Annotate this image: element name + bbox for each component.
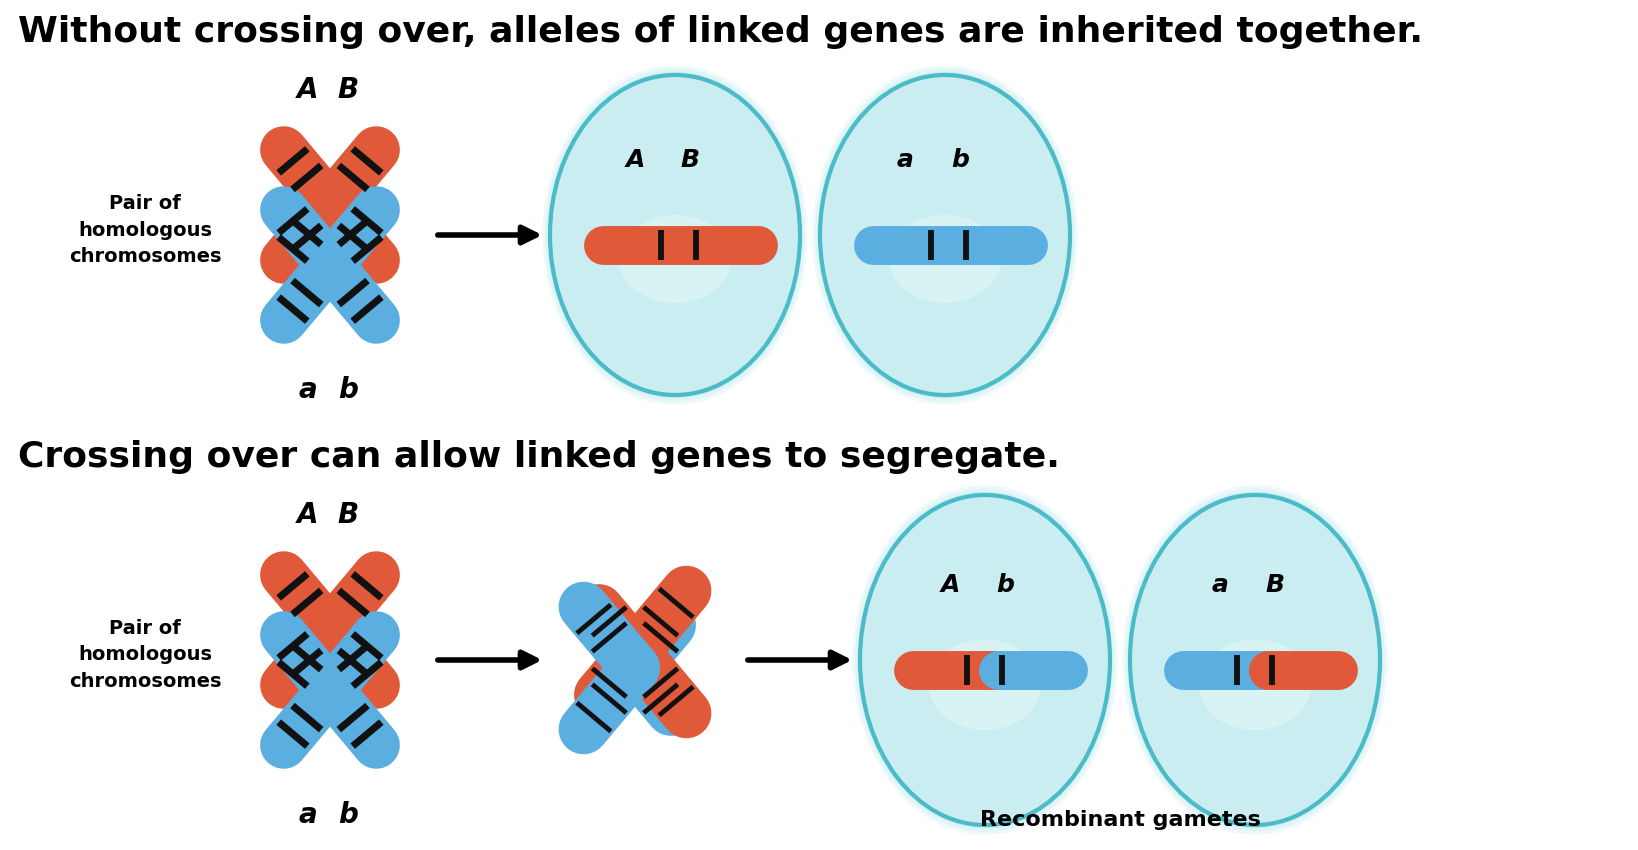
Ellipse shape xyxy=(542,65,808,405)
Ellipse shape xyxy=(929,639,1042,730)
Ellipse shape xyxy=(1127,491,1382,828)
Ellipse shape xyxy=(547,71,803,398)
Text: Pair of
homologous
chromosomes: Pair of homologous chromosomes xyxy=(69,619,221,691)
Text: B: B xyxy=(680,148,699,172)
Text: b: b xyxy=(996,573,1014,597)
Text: b: b xyxy=(952,148,970,172)
Text: b: b xyxy=(337,801,359,829)
Text: Recombinant gametes: Recombinant gametes xyxy=(980,810,1260,830)
Text: B: B xyxy=(337,501,359,529)
Text: Crossing over can allow linked genes to segregate.: Crossing over can allow linked genes to … xyxy=(18,440,1060,474)
Ellipse shape xyxy=(619,215,731,303)
Text: B: B xyxy=(337,76,359,104)
Text: A: A xyxy=(940,573,960,597)
Ellipse shape xyxy=(817,71,1073,398)
Ellipse shape xyxy=(889,215,1001,303)
Ellipse shape xyxy=(855,489,1115,831)
Ellipse shape xyxy=(816,69,1075,401)
Text: a: a xyxy=(298,376,318,404)
Text: a: a xyxy=(896,148,914,172)
Text: b: b xyxy=(337,376,359,404)
Ellipse shape xyxy=(852,485,1117,835)
Text: A: A xyxy=(296,501,319,529)
Ellipse shape xyxy=(812,65,1078,405)
Text: Without crossing over, alleles of linked genes are inherited together.: Without crossing over, alleles of linked… xyxy=(18,15,1423,49)
Text: A: A xyxy=(296,76,319,104)
Ellipse shape xyxy=(1122,485,1387,835)
Text: a: a xyxy=(298,801,318,829)
Text: A: A xyxy=(626,148,645,172)
Ellipse shape xyxy=(858,491,1112,828)
Ellipse shape xyxy=(1199,639,1312,730)
Text: B: B xyxy=(1266,573,1284,597)
Text: a: a xyxy=(1212,573,1228,597)
Ellipse shape xyxy=(545,69,804,401)
Ellipse shape xyxy=(1125,489,1386,831)
Text: Pair of
homologous
chromosomes: Pair of homologous chromosomes xyxy=(69,194,221,266)
